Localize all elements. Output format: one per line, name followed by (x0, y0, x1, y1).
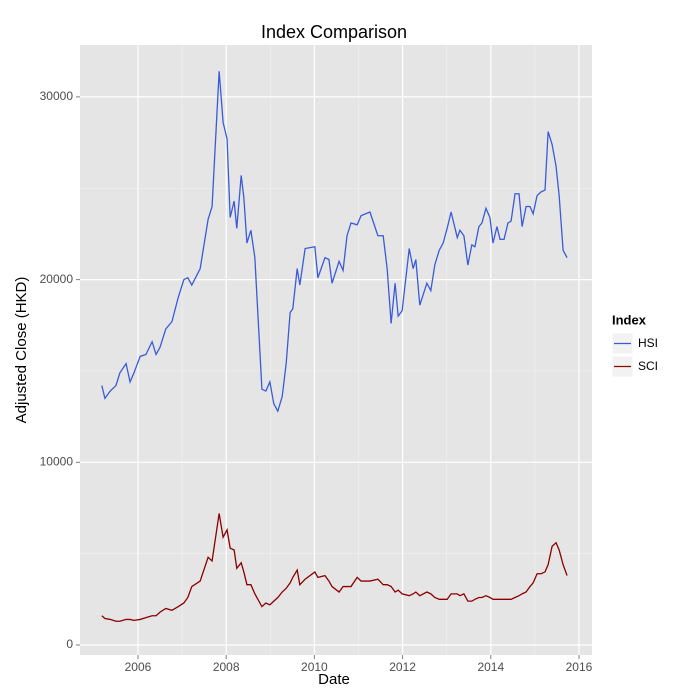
grid (80, 45, 592, 655)
series-line (101, 513, 568, 622)
chart-title: Index Comparison (261, 22, 407, 42)
panel (80, 45, 592, 655)
legend-label: SCI (638, 359, 658, 373)
legend-label: HSI (638, 336, 658, 350)
y-tick-label: 30000 (40, 89, 74, 103)
x-tick-label: 2014 (477, 660, 504, 674)
y-tick-label: 0 (66, 637, 73, 651)
legend: HSI SCI (611, 332, 658, 378)
y-axis-label: Adjusted Close (HKD) (13, 277, 30, 424)
x-tick-label: 2006 (125, 660, 152, 674)
legend-title: Index (612, 312, 647, 327)
x-axis-label: Date (318, 671, 350, 688)
y-tick-label: 20000 (40, 272, 74, 286)
x-tick-label: 2010 (301, 660, 328, 674)
series-line (101, 71, 568, 413)
lines (101, 71, 568, 622)
x-tick-label: 2016 (566, 660, 593, 674)
x-tick-label: 2012 (389, 660, 416, 674)
y-tick-label: 10000 (40, 454, 74, 468)
x-tick-label: 2008 (213, 660, 240, 674)
